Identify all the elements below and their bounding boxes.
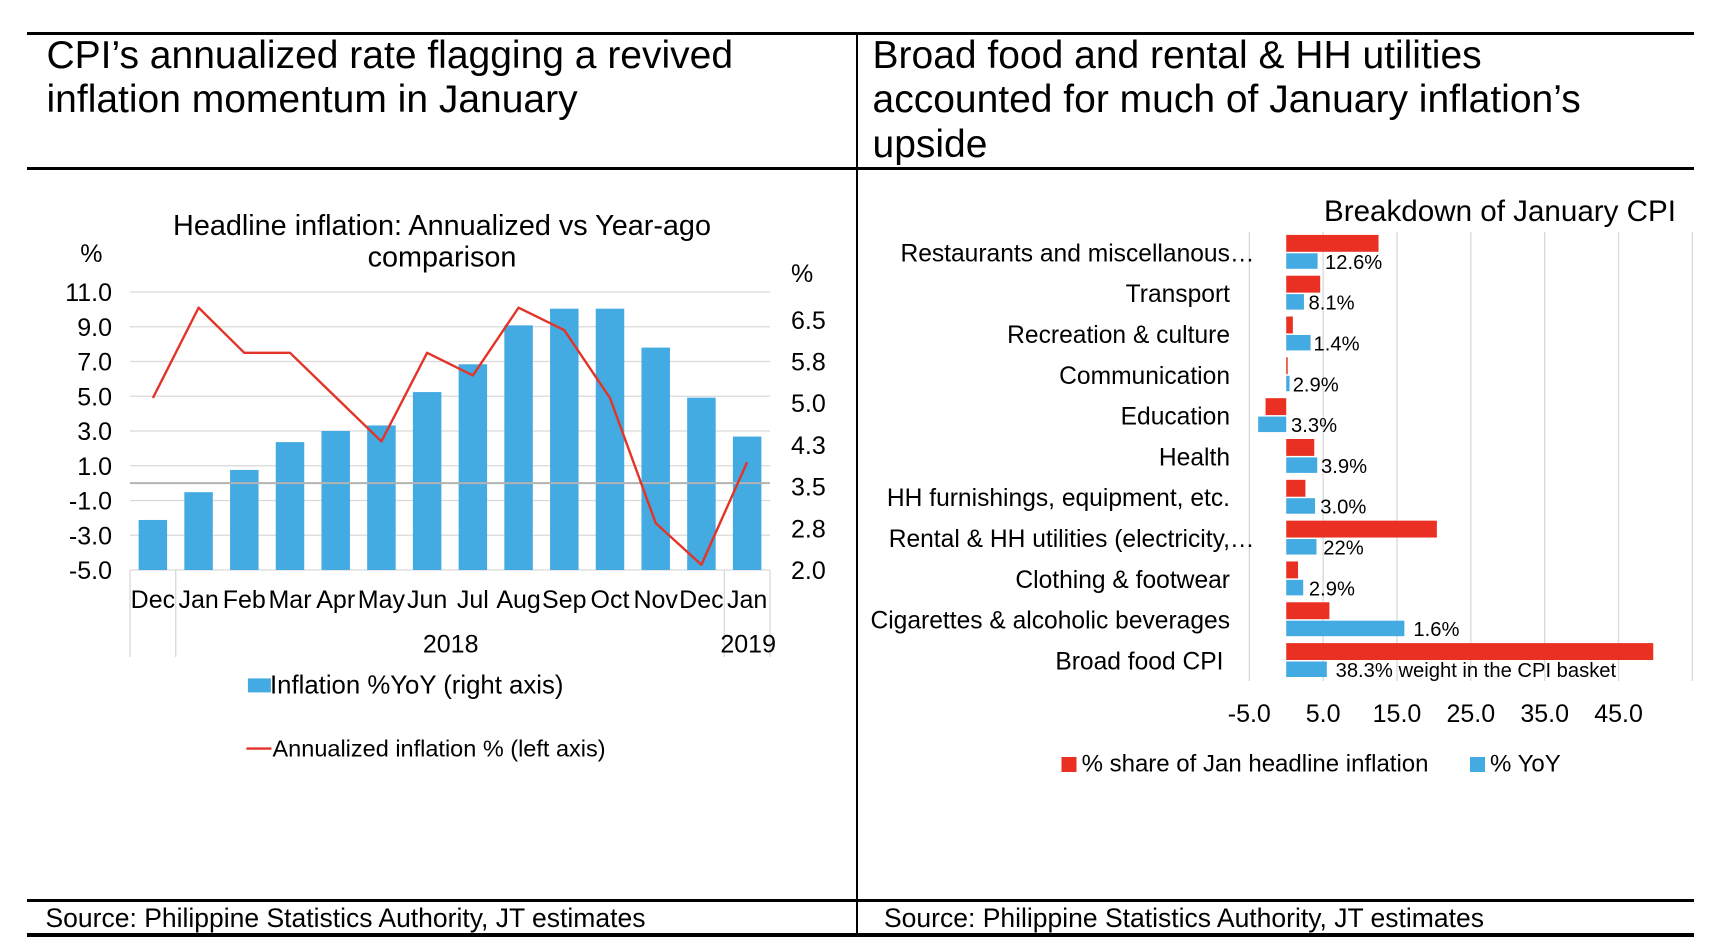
svg-text:1.6%: 1.6% (1413, 619, 1459, 641)
svg-text:1.0: 1.0 (77, 453, 112, 481)
svg-text:Broad food CPI: Broad food CPI (1055, 649, 1223, 676)
svg-text:45.0: 45.0 (1594, 700, 1643, 728)
svg-text:Jun: Jun (407, 586, 447, 614)
svg-text:Clothing & footwear: Clothing & footwear (1015, 567, 1230, 594)
svg-text:2019: 2019 (720, 631, 776, 659)
svg-text:3.0: 3.0 (77, 418, 112, 446)
svg-text:Jan: Jan (178, 586, 218, 614)
svg-text:% share of Jan headline inflat: % share of Jan headline inflation (1082, 751, 1429, 778)
svg-text:Inflation %YoY (right axis): Inflation %YoY (right axis) (270, 672, 563, 700)
svg-text:38.3% weight in the CPI basket: 38.3% weight in the CPI basket (1336, 660, 1617, 682)
svg-text:May: May (358, 586, 406, 614)
svg-text:11.0: 11.0 (65, 279, 112, 307)
svg-text:2.8: 2.8 (791, 515, 826, 543)
svg-text:9.0: 9.0 (77, 314, 112, 342)
svg-text:comparison: comparison (368, 242, 517, 274)
svg-text:Cigarettes & alcoholic beverag: Cigarettes & alcoholic beverages (870, 608, 1230, 635)
svg-text:-5.0: -5.0 (1228, 700, 1271, 728)
svg-text:8.1%: 8.1% (1309, 293, 1355, 315)
svg-text:-3.0: -3.0 (69, 522, 112, 550)
svg-text:Mar: Mar (268, 586, 311, 614)
svg-text:Restaurants and miscellanous…: Restaurants and miscellanous… (900, 240, 1254, 267)
svg-text:2.9%: 2.9% (1293, 374, 1339, 396)
svg-text:2.0: 2.0 (791, 557, 826, 585)
svg-text:Transport: Transport (1126, 281, 1230, 308)
svg-text:Recreation & culture: Recreation & culture (1007, 322, 1230, 349)
svg-text:Dec: Dec (131, 586, 175, 614)
svg-text:Aug: Aug (496, 586, 540, 614)
svg-text:7.0: 7.0 (77, 349, 112, 377)
svg-text:Sep: Sep (542, 586, 586, 614)
svg-text:Health: Health (1159, 444, 1230, 471)
svg-text:3.3%: 3.3% (1291, 415, 1337, 437)
svg-text:Communication: Communication (1059, 363, 1230, 390)
svg-text:5.0: 5.0 (791, 390, 826, 418)
svg-text:15.0: 15.0 (1373, 700, 1422, 728)
svg-text:22%: 22% (1323, 538, 1363, 560)
svg-text:5.0: 5.0 (1306, 700, 1341, 728)
svg-text:-1.0: -1.0 (69, 488, 112, 516)
svg-text:%: % (80, 240, 102, 268)
svg-text:35.0: 35.0 (1520, 700, 1569, 728)
svg-text:Oct: Oct (591, 586, 630, 614)
svg-text:Breakdown of January CPI: Breakdown of January CPI (1324, 195, 1676, 228)
svg-text:%: % (791, 260, 813, 288)
svg-text:Annualized inflation % (left a: Annualized inflation % (left axis) (273, 736, 606, 762)
svg-text:3.5: 3.5 (791, 474, 826, 502)
svg-text:Headline inflation: Annualized: Headline inflation: Annualized vs Year-a… (173, 210, 711, 242)
svg-text:Rental & HH utilities (electri: Rental & HH utilities (electricity,… (889, 526, 1255, 553)
svg-text:HH furnishings, equipment, etc: HH furnishings, equipment, etc. (887, 485, 1230, 512)
svg-text:Jan: Jan (727, 586, 767, 614)
svg-text:2.9%: 2.9% (1309, 578, 1355, 600)
svg-text:12.6%: 12.6% (1325, 252, 1382, 274)
svg-text:Apr: Apr (316, 586, 355, 614)
svg-text:Education: Education (1121, 404, 1230, 431)
svg-text:25.0: 25.0 (1447, 700, 1496, 728)
svg-text:4.3: 4.3 (791, 432, 826, 460)
svg-text:% YoY: % YoY (1490, 751, 1561, 778)
svg-text:6.5: 6.5 (791, 307, 826, 335)
svg-text:Feb: Feb (223, 586, 266, 614)
svg-text:3.0%: 3.0% (1320, 497, 1366, 519)
svg-text:Nov: Nov (633, 586, 678, 614)
svg-text:3.9%: 3.9% (1321, 456, 1367, 478)
svg-text:Dec: Dec (679, 586, 723, 614)
svg-text:2018: 2018 (423, 631, 479, 659)
svg-text:Jul: Jul (457, 586, 489, 614)
svg-text:5.0: 5.0 (77, 383, 112, 411)
svg-text:1.4%: 1.4% (1314, 333, 1360, 355)
svg-text:-5.0: -5.0 (69, 557, 112, 585)
svg-text:5.8: 5.8 (791, 349, 826, 377)
